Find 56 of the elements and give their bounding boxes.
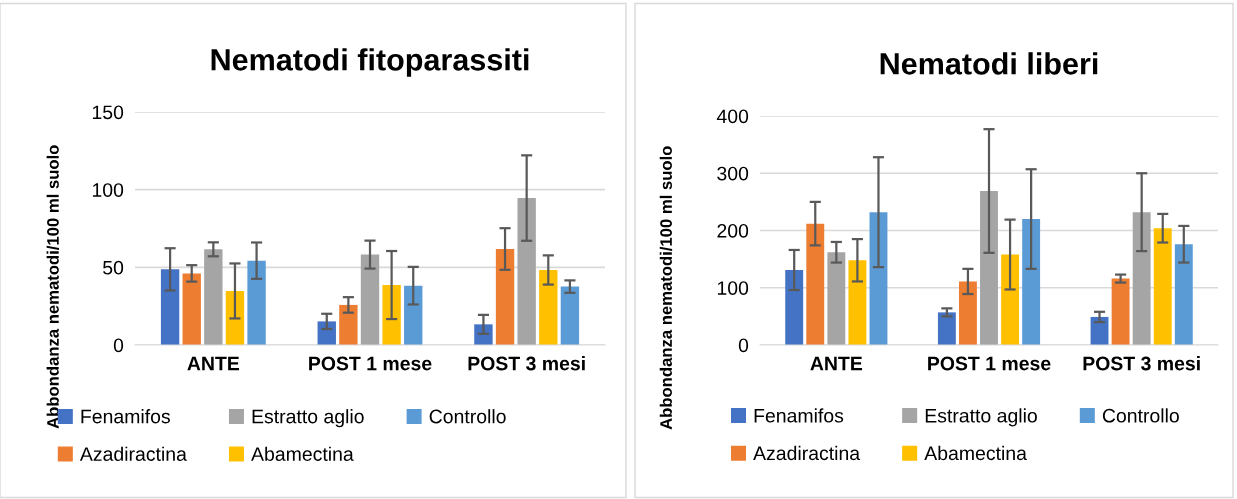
bar (1022, 219, 1041, 345)
bar (317, 321, 336, 345)
bar (339, 304, 358, 345)
bar (869, 212, 888, 345)
y-tick-label: 300 (717, 166, 749, 181)
bar (785, 270, 804, 345)
legend-label: Azadiractina (79, 446, 187, 461)
legend-label: Fenamifos (81, 409, 170, 424)
bar (958, 281, 977, 345)
bar (539, 269, 558, 345)
bar (827, 252, 846, 345)
bar (204, 249, 223, 345)
legend-label: Estratto aglio (925, 408, 1037, 427)
bar (360, 254, 380, 345)
y-axis-title: Abbondanza nematodi/100 ml suolo (46, 145, 60, 429)
y-tick-label: 0 (738, 338, 749, 353)
y-tick-label: 150 (92, 105, 124, 120)
legend-label: Abamectina (251, 446, 354, 461)
legend-label: Abamectina (924, 445, 1027, 461)
x-tick-label: POST 1 mese (928, 356, 1051, 371)
y-tick-label: 200 (717, 223, 749, 238)
bar (1111, 278, 1130, 345)
x-tick-label: ANTE (187, 356, 240, 371)
bar (160, 269, 180, 345)
x-tick-label: POST 1 mese (309, 356, 432, 371)
y-tick-label: 0 (113, 338, 124, 353)
x-tick-label: POST 3 mesi (468, 356, 585, 371)
bar (1174, 244, 1193, 345)
bar (404, 285, 423, 345)
bar (937, 312, 956, 345)
bar (1132, 212, 1151, 345)
bar (806, 223, 825, 345)
legend-label: Estratto aglio (252, 409, 364, 428)
bar (1153, 228, 1172, 345)
legend-label: Controllo (429, 409, 506, 424)
chart-title: Nematodi fitoparassiti (211, 48, 529, 77)
x-tick-label: POST 3 mesi (1083, 356, 1200, 371)
bar (182, 273, 201, 345)
y-tick-label: 400 (716, 109, 749, 124)
bar (980, 191, 998, 345)
bar (1001, 254, 1020, 345)
y-tick-label: 100 (717, 281, 749, 295)
bar (495, 249, 515, 345)
y-tick-label: 100 (92, 183, 124, 197)
x-tick-label: ANTE (810, 356, 863, 371)
legend-label: Fenamifos (754, 408, 844, 423)
legend-label: Controllo (1102, 408, 1179, 423)
bar (382, 285, 401, 345)
y-axis-title: Abbondanza nematodi/100 ml suolo (659, 146, 673, 430)
bar (247, 260, 266, 345)
legend-label: Azadiractina (753, 445, 861, 461)
bar (848, 260, 867, 345)
bar (560, 286, 580, 345)
y-tick-label: 50 (103, 260, 124, 275)
chart-title: Nematodi liberi (880, 52, 1098, 75)
bar (517, 198, 536, 345)
